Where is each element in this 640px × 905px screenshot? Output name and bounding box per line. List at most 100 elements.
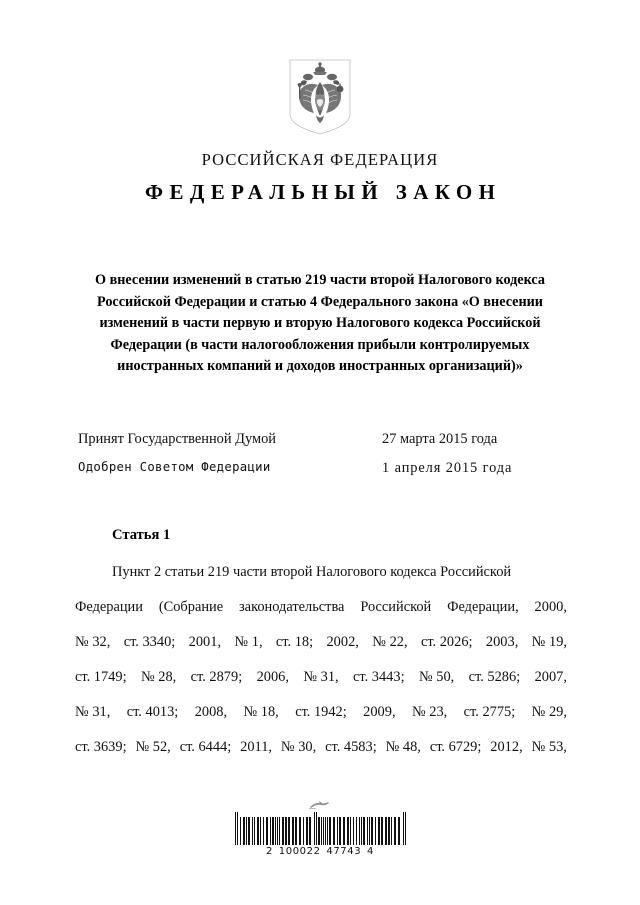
body-token: Российской	[360, 599, 432, 615]
barcode-bar	[284, 816, 287, 845]
barcode-bar	[355, 816, 357, 845]
barcode-bar	[291, 816, 294, 845]
barcode-bar	[332, 816, 335, 845]
barcode-bar	[269, 816, 271, 845]
barcode-bar	[271, 816, 274, 845]
barcode-bar	[302, 816, 304, 845]
citation-token: ст. 1942;	[295, 704, 347, 720]
citation-token: № 30,	[280, 739, 317, 755]
barcode-bar	[234, 812, 236, 845]
barcode-bar	[245, 816, 247, 845]
barcode-bar	[326, 816, 328, 845]
barcode-bar	[253, 816, 255, 845]
barcode-group-2: 47743	[326, 846, 362, 857]
law-title-line: Федерации (в части налогообложения прибы…	[110, 336, 530, 353]
barcode-bar	[276, 816, 278, 845]
emblem-container	[0, 58, 640, 136]
barcode-bar	[384, 816, 387, 845]
barcode-bar	[298, 816, 301, 845]
barcode-digit-right: 4	[367, 846, 374, 857]
citation-token: № 22,	[372, 634, 408, 650]
barcode-bar	[294, 816, 297, 845]
citation-token: ст. 6729;	[429, 739, 482, 755]
citation-token: ст. 3443;	[353, 669, 405, 685]
barcode-bar	[308, 816, 311, 845]
body-token: законодательства	[239, 599, 345, 615]
citation-token: № 29,	[531, 704, 567, 720]
citation-token: ст. 3340;	[123, 634, 176, 650]
barcode-block: 2 100022 47743 4	[0, 800, 640, 857]
citation-token: 2007,	[534, 669, 567, 685]
barcode-bar	[281, 816, 284, 845]
citation-token: № 48,	[385, 739, 421, 755]
citation-token: 2002,	[326, 634, 359, 650]
barcode-bar	[380, 816, 383, 845]
barcode-bar	[242, 816, 245, 845]
citation-token: ст. 5286;	[468, 669, 521, 685]
barcode-digit-left: 2	[266, 846, 273, 857]
citation-token: ст. 4583;	[325, 739, 377, 755]
adoption-line-council: Одобрен Советом Федерации 1 апреля 2015 …	[78, 460, 578, 476]
barcode-bar	[370, 816, 373, 845]
citation-token: ст. 2775;	[463, 704, 516, 720]
body-line: № 31, ст. 4013; 2008, № 18, ст. 1942; 20…	[75, 703, 567, 738]
body-line: Пункт 2 статьи 219 части второй Налогово…	[112, 564, 512, 580]
barcode-bar	[259, 816, 261, 845]
law-title-line: Российской Федерации и статью 4 Федераль…	[97, 293, 543, 310]
citation-token: 2012,	[490, 739, 523, 755]
barcode-bar	[362, 816, 365, 845]
barcode-bar	[236, 812, 238, 845]
barcode-bar	[324, 816, 326, 845]
article-body: Пункт 2 статьи 219 части второй Налогово…	[75, 563, 567, 773]
citation-token: № 32,	[75, 634, 111, 650]
citation-token: ст. 1749;	[75, 669, 127, 685]
barcode-bar	[397, 816, 400, 845]
law-title-line: изменений в части первую и вторую Налого…	[99, 315, 541, 331]
barcode-bar	[377, 816, 380, 845]
body-token: Федерации,	[447, 599, 519, 615]
barcode-bar	[278, 816, 280, 845]
body-line: ст. 3639; № 52, ст. 6444; 2011, № 30, ст…	[75, 738, 567, 773]
citation-token: № 1,	[234, 634, 263, 650]
barcode-bar	[256, 816, 259, 845]
citation-token: № 18,	[243, 704, 279, 720]
citation-token: № 28,	[140, 669, 177, 685]
citation-token: 2011,	[240, 739, 273, 755]
barcode-bar	[320, 816, 322, 845]
citation-token: ст. 2026;	[420, 634, 473, 650]
citation-token: № 53,	[531, 739, 567, 755]
barcode-bar	[393, 816, 396, 845]
barcode-bar	[315, 812, 317, 845]
law-type-heading: ФЕДЕРАЛЬНЫЙ ЗАКОН	[145, 180, 502, 204]
barcode-bar	[251, 816, 253, 845]
citation-token: 2009,	[363, 704, 396, 720]
barcode-bar	[349, 816, 351, 845]
body-line: ст. 1749; № 28, ст. 2879; 2006, № 31, ст…	[75, 668, 567, 703]
citation-token: ст. 4013;	[126, 704, 179, 720]
adoption-label: Принят Государственной Думой	[78, 431, 276, 447]
approval-date: 1 апреля 2015 года	[382, 460, 513, 476]
barcode-bar	[358, 816, 360, 845]
citation-token: ст. 2879;	[190, 669, 243, 685]
citation-token: ст. 3639;	[75, 739, 127, 755]
barcode-bar	[352, 816, 354, 845]
body-token: 2000,	[534, 599, 567, 615]
citation-token: 2006,	[256, 669, 289, 685]
body-token: (Собрание	[158, 599, 224, 615]
barcode-bar	[342, 816, 345, 845]
printer-mark-icon	[309, 801, 329, 809]
citation-token: № 50,	[418, 669, 455, 685]
citation-token: 2003,	[485, 634, 519, 650]
citation-token: ст. 6444;	[179, 739, 232, 755]
citation-token: 2001,	[188, 634, 222, 650]
citation-token: № 23,	[411, 704, 448, 720]
citation-token: № 31,	[75, 704, 111, 720]
barcode-digits: 2 100022 47743 4	[266, 846, 374, 857]
barcode-bar	[305, 816, 308, 845]
adoption-line-duma: Принят Государственной Думой 27 марта 20…	[78, 431, 578, 448]
barcode-bar	[313, 812, 315, 845]
barcode-bar	[404, 812, 406, 845]
barcode-bar	[402, 812, 404, 845]
barcode-bar	[387, 816, 390, 845]
